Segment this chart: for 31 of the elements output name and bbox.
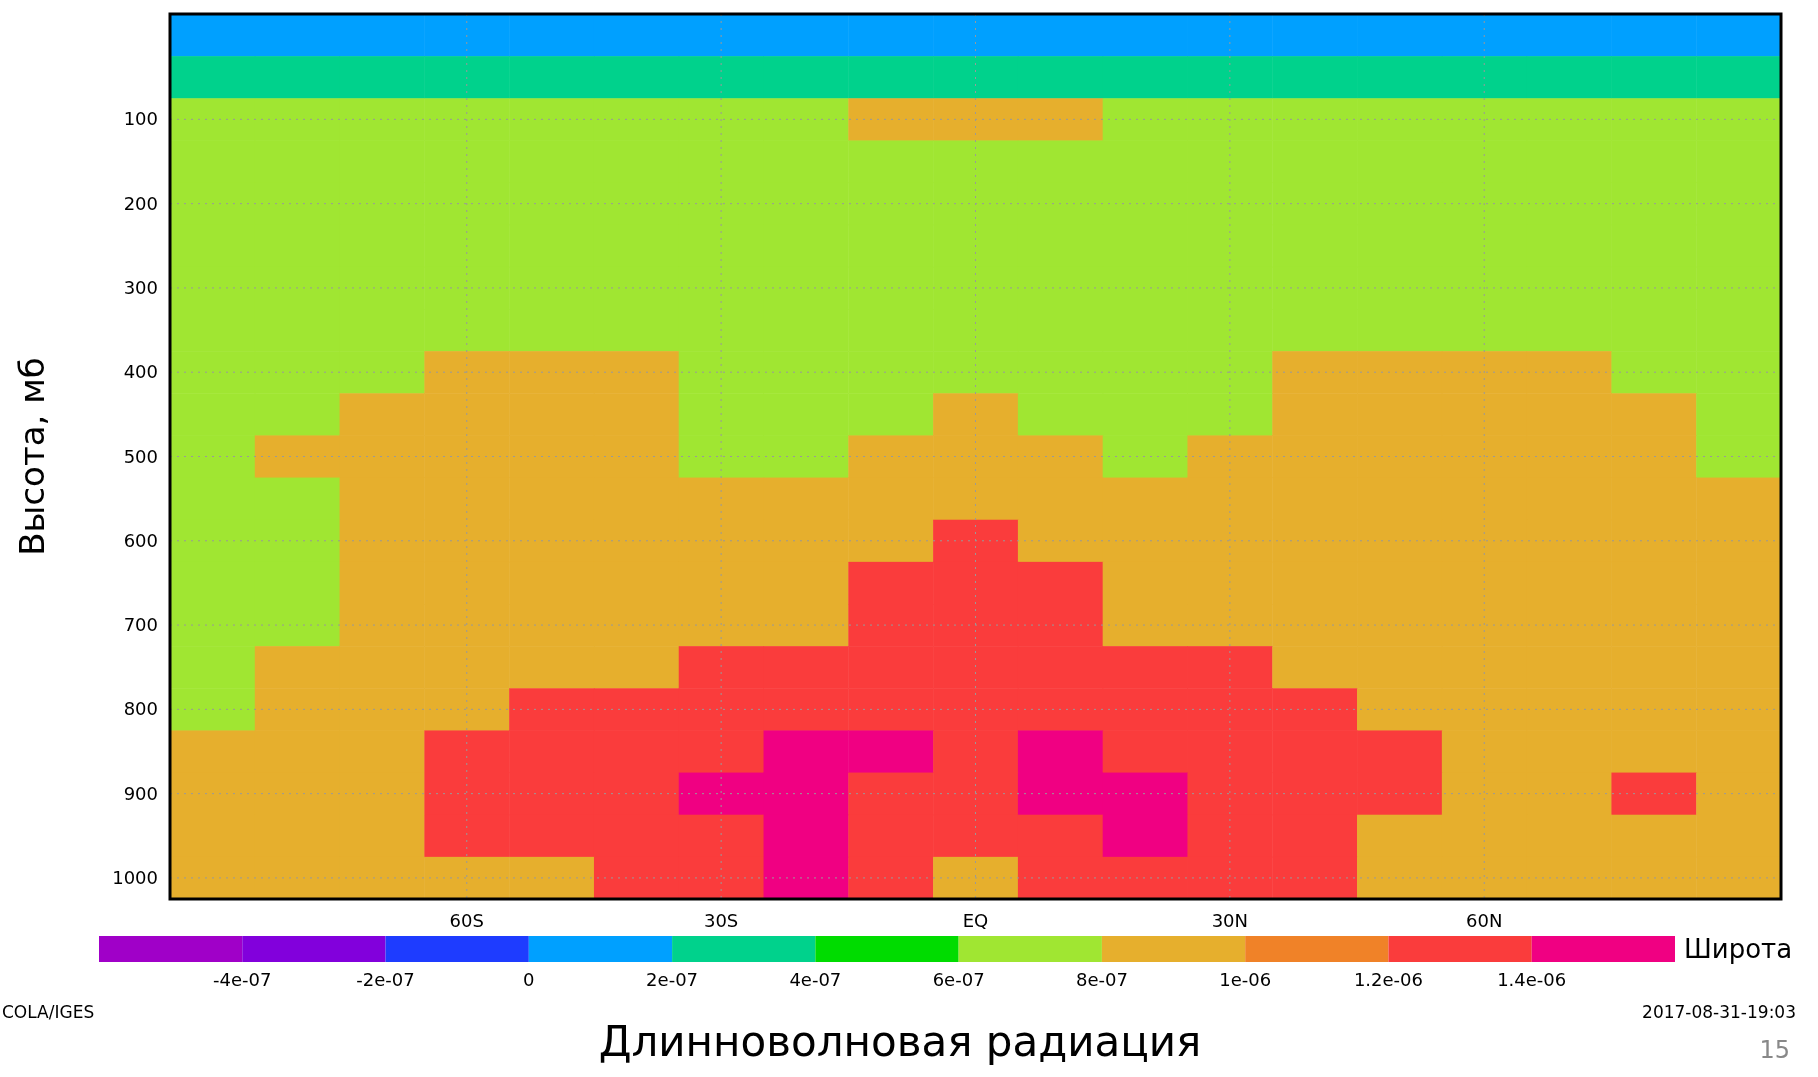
- color-bar-label: 1.4e-06: [1497, 969, 1567, 990]
- y-tick-label: 700: [123, 614, 158, 636]
- color-bar-label: -4e-07: [213, 969, 272, 990]
- y-tick-label: 100: [123, 108, 158, 130]
- text: Длинноволновая радиация: [598, 1017, 1202, 1066]
- color-bar-label: 1e-06: [1219, 969, 1272, 990]
- x-axis-title: Широта: [1684, 934, 1793, 964]
- color-bar-label: 1.2e-06: [1353, 969, 1424, 990]
- y-tick-label: 200: [123, 192, 158, 214]
- color-bar-label: 2e-07: [646, 969, 699, 990]
- text: COLA/IGES: [2, 1002, 95, 1022]
- y-tick-label: 300: [123, 276, 158, 298]
- text: 15: [1759, 1036, 1790, 1064]
- y-tick-label: 1000: [112, 866, 158, 888]
- color-bar-label: 0: [523, 969, 535, 990]
- y-tick-label: 600: [123, 529, 158, 551]
- y-tick-label: 800: [123, 698, 158, 720]
- x-tick-label: EQ: [962, 910, 989, 931]
- color-bar-label: 4e-07: [789, 969, 842, 990]
- x-tick-label: 60N: [1466, 910, 1503, 931]
- x-tick-label: 30S: [703, 910, 739, 931]
- y-tick-label: 400: [123, 361, 158, 383]
- y-tick-label: 900: [123, 782, 158, 804]
- y-tick-label: 500: [123, 445, 158, 467]
- color-bar-label: 8e-07: [1075, 969, 1128, 990]
- y-axis-title: Высота, мб: [12, 357, 52, 556]
- x-tick-label: 30N: [1211, 910, 1249, 931]
- color-bar-label: 6e-07: [932, 969, 985, 990]
- text: 2017-08-31-19:03: [1642, 1002, 1796, 1022]
- x-tick-label: 60S: [449, 910, 484, 931]
- color-bar-label: -2e-07: [356, 969, 415, 990]
